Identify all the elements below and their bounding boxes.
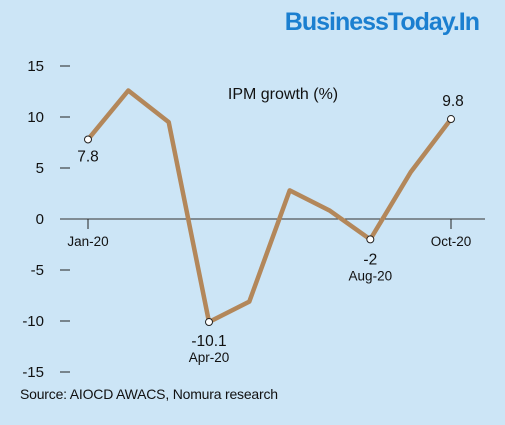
- x-tick-label: Jan-20: [67, 234, 108, 249]
- series-line: [85, 88, 454, 325]
- data-sublabel: Aug-20: [349, 268, 393, 283]
- y-tick-label: 15: [27, 58, 44, 75]
- data-label: -2: [363, 251, 377, 268]
- source-note: Source: AIOCD AWACS, Nomura research: [20, 386, 278, 402]
- data-point-marker: [366, 235, 375, 244]
- chart-title: IPM growth (%): [228, 86, 338, 103]
- data-label: 9.8: [442, 93, 464, 110]
- y-tick-label: -10: [22, 313, 44, 330]
- data-label: 7.8: [77, 148, 99, 165]
- brand-logo: BusinessToday.In: [284, 8, 480, 36]
- data-point-marker: [205, 318, 213, 327]
- data-point-marker: [84, 135, 92, 144]
- data-point-marker: [447, 115, 455, 124]
- y-tick-label: -5: [31, 262, 44, 279]
- data-sublabel: Apr-20: [189, 350, 230, 365]
- y-axis: 15 10 5 0 -5 -10 -15: [22, 58, 70, 381]
- y-tick-label: -15: [22, 364, 44, 381]
- data-label: -10.1: [191, 333, 226, 350]
- y-tick-label: 0: [36, 211, 44, 228]
- x-axis: Jan-20 Oct-20: [60, 218, 485, 249]
- x-tick-label: Oct-20: [431, 234, 472, 249]
- y-tick-label: 5: [36, 160, 44, 177]
- y-tick-label: 10: [27, 109, 44, 126]
- series-line-path: [85, 88, 454, 325]
